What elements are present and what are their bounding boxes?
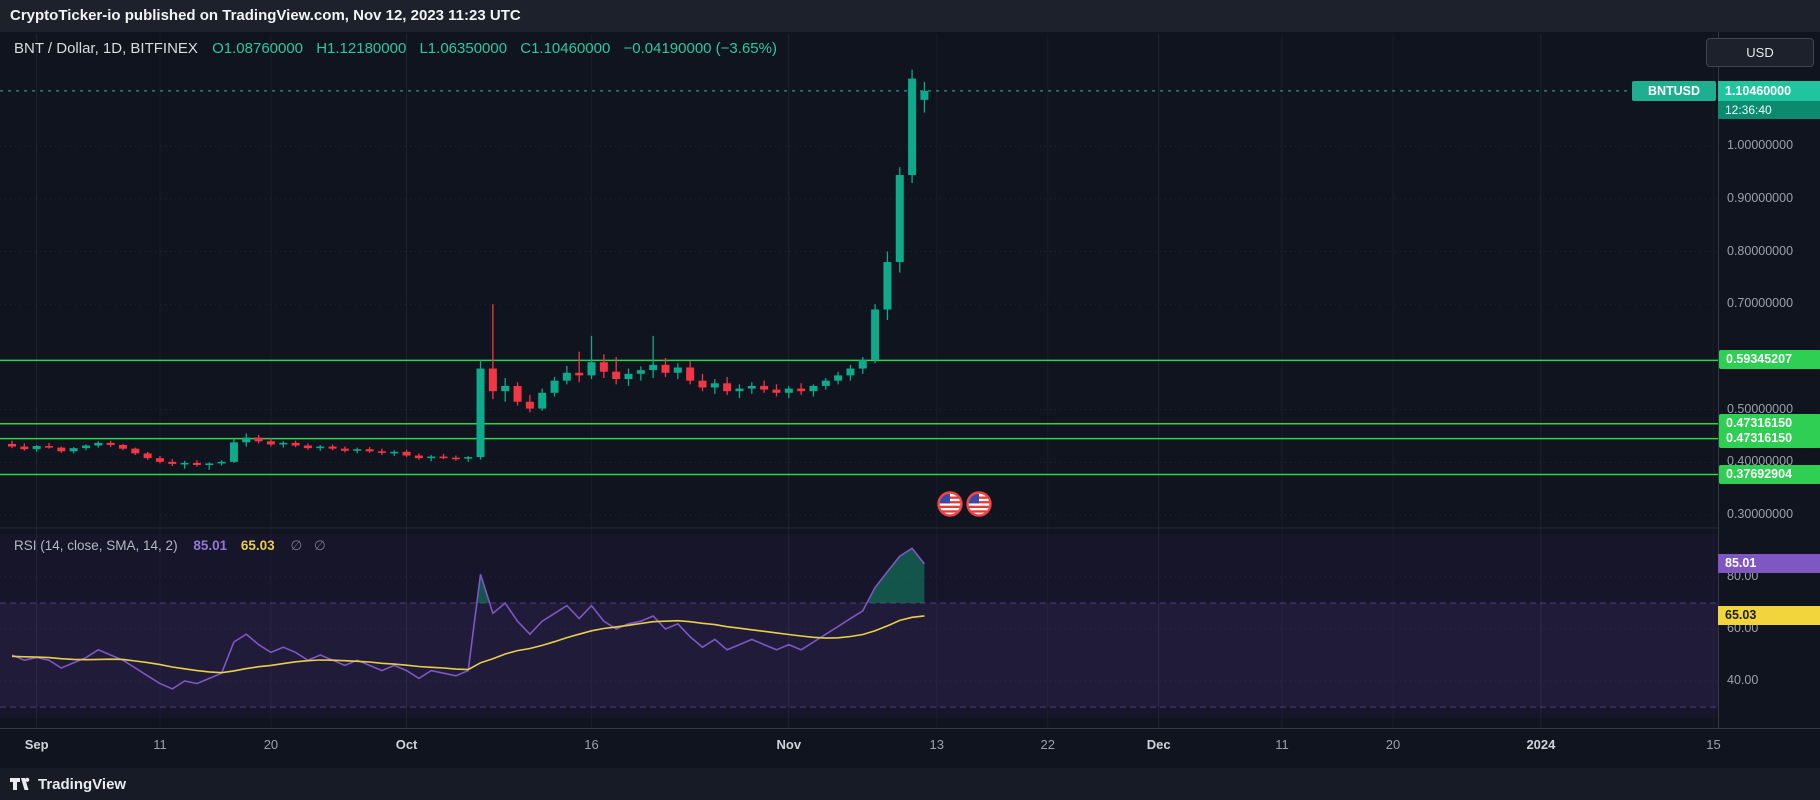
price-axis-label: 0.90000000 [1727, 190, 1794, 205]
attribution-bar: CryptoTicker-io published on TradingView… [0, 0, 1820, 32]
level-price-badge: 0.37692904 [1719, 464, 1820, 484]
us-flag-icon[interactable] [966, 491, 992, 517]
ohlc-low: L1.06350000 [419, 40, 508, 57]
time-axis-label: Sep [24, 737, 49, 752]
rsi-sma-value: 65.03 [240, 538, 275, 553]
time-axis-label: 13 [929, 737, 944, 752]
us-flag-icon[interactable] [937, 491, 963, 517]
rsi-sma-value-badge: 65.03 [1718, 605, 1820, 625]
symbol-price-badge: BNTUSD [1632, 81, 1716, 101]
price-axis-label: 0.50000000 [1727, 401, 1794, 416]
rsi-axis-label: 40.00 [1727, 673, 1759, 688]
price-axis[interactable]: 1.00000000 0.90000000 0.80000000 0.70000000… [1718, 32, 1820, 728]
ohlc-open: O1.08760000 [212, 40, 304, 57]
symbol-title[interactable]: BNT / Dollar, 1D, BITFINEX [14, 40, 198, 57]
level-price-badge: 0.47316150 [1719, 428, 1820, 448]
attribution-text: CryptoTicker-io published on TradingView… [10, 7, 521, 24]
bar-countdown-badge: 12:36:40 [1718, 101, 1820, 119]
time-axis-label: 22 [1040, 737, 1055, 752]
price-axis-label: 0.30000000 [1727, 507, 1794, 522]
price-axis-label: 0.70000000 [1727, 296, 1794, 311]
time-axis-label: Nov [776, 737, 802, 752]
time-axis-label: 20 [1385, 737, 1401, 752]
time-axis-label: 20 [263, 737, 279, 752]
tradingview-brand-text[interactable]: TradingView [38, 775, 127, 793]
price-axis-label: 1.00000000 [1727, 138, 1794, 153]
level-price-badge: 0.47316150 [1719, 413, 1820, 433]
time-axis-label: 2024 [1526, 737, 1556, 752]
ohlc-high: H1.12180000 [316, 40, 407, 57]
rsi-empty-value-1: ∅ [290, 538, 303, 553]
time-axis-label: 11 [1275, 737, 1289, 752]
ohlc-change: −0.04190000 (−3.65%) [623, 40, 777, 57]
rsi-title[interactable]: RSI (14, close, SMA, 14, 2) [14, 538, 178, 553]
level-price-badge: 0.59345207 [1719, 350, 1820, 370]
rsi-empty-value-2: ∅ [313, 538, 326, 553]
symbol-header: BNT / Dollar, 1D, BITFINEX O1.08760000 H… [14, 40, 786, 57]
current-price-badge: 1.10460000 [1718, 81, 1820, 101]
footer-bar: TradingView [0, 768, 1820, 800]
currency-toggle-button[interactable]: USD [1706, 38, 1814, 67]
tradingview-logo-icon[interactable] [10, 774, 30, 794]
time-axis-label: Oct [395, 737, 418, 752]
ohlc-close: C1.10460000 [520, 40, 611, 57]
chart-canvas[interactable] [0, 0, 1718, 728]
time-axis-label: Dec [1146, 737, 1171, 752]
price-axis-label: 0.80000000 [1727, 243, 1794, 258]
time-axis-label: 15 [1706, 737, 1721, 752]
time-axis[interactable]: Sep 11 20 Oct 16 Nov 13 22 Dec 11 20 2024 15 [0, 728, 1820, 769]
time-axis-label: 16 [584, 737, 599, 752]
rsi-value: 85.01 [193, 538, 228, 553]
rsi-value-badge: 85.01 [1718, 553, 1820, 573]
time-axis-label: 11 [153, 737, 167, 752]
rsi-header: RSI (14, close, SMA, 14, 2) 85.01 65.03 … [14, 538, 334, 554]
